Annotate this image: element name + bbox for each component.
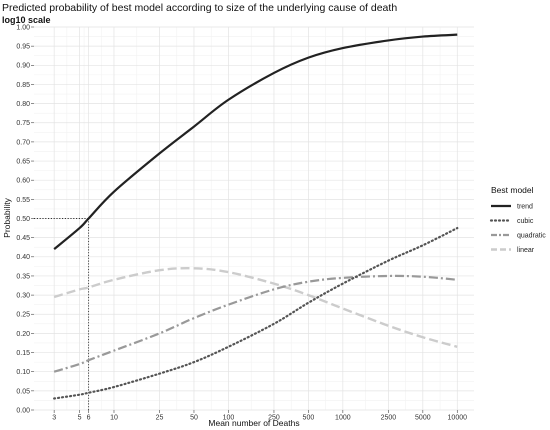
y-tick-label: 0.95 [16,44,30,51]
x-axis-title: Mean number of Deaths [208,418,299,428]
chart-subtitle: log10 scale [2,15,51,25]
y-tick-label: 0.90 [16,63,30,70]
x-tick-label: 100 [223,415,235,422]
legend-items: trend cubic quadratic linear [489,203,546,254]
x-tick-label: 250 [268,415,280,422]
x-tick-label: 1000 [335,415,351,422]
x-tick-label: 500 [303,415,315,422]
x-tick-label: 10 [110,415,118,422]
grid-major [34,26,474,411]
y-tick-label: 1.00 [16,24,30,31]
x-tick-label: 50 [190,415,198,422]
series-line-cubic [53,226,459,400]
y-axis-title: Probability [2,197,12,237]
legend-label-quadratic: quadratic [517,232,546,239]
y-tick-label: 0.85 [16,82,30,89]
x-axis-ticks: 3 5 6 10 25 50 100 250 500 1000 2500 5000 10000 [52,410,467,422]
y-tick-label: 0.40 [16,254,30,261]
y-tick-label: 0.25 [16,312,30,319]
series-layer [53,33,459,400]
y-tick-label: 0.45 [16,235,30,242]
legend-label-linear: linear [517,247,535,254]
y-tick-label: 0.15 [16,350,30,357]
x-tick-label: 5 [78,415,82,422]
y-tick-label: 0.05 [16,388,30,395]
y-tick-label: 0.65 [16,158,30,165]
x-tick-label: 6 [87,415,91,422]
legend-label-trend: trend [517,203,533,210]
reference-lines [34,218,90,410]
y-axis-ticks: 0.00 0.05 0.10 0.15 0.20 0.25 0.30 0.35 0.40 0.45… [16,24,34,414]
y-tick-label: 0.35 [16,273,30,280]
y-tick-label: 0.55 [16,197,30,204]
y-tick-label: 0.75 [16,120,30,127]
y-tick-label: 0.00 [16,407,30,414]
x-tick-label: 5000 [415,415,431,422]
y-tick-label: 0.80 [16,101,30,108]
legend-label-cubic: cubic [517,218,534,225]
legend-title: Best model [491,185,534,195]
y-tick-label: 0.50 [16,216,30,223]
chart-title: Predicted probability of best model acco… [2,2,397,14]
y-tick-label: 0.30 [16,293,30,300]
x-tick-label: 2500 [381,415,397,422]
y-tick-label: 0.60 [16,178,30,185]
x-tick-label: 25 [156,415,164,422]
y-tick-label: 0.20 [16,331,30,338]
series-line-quadratic [53,274,458,373]
x-tick-label: 10000 [448,415,468,422]
series-line-trend [53,33,458,250]
y-tick-label: 0.70 [16,139,30,146]
x-tick-label: 3 [52,415,56,422]
legend: Best model trend cubic quadratic linear [489,185,546,254]
y-tick-label: 0.10 [16,369,30,376]
